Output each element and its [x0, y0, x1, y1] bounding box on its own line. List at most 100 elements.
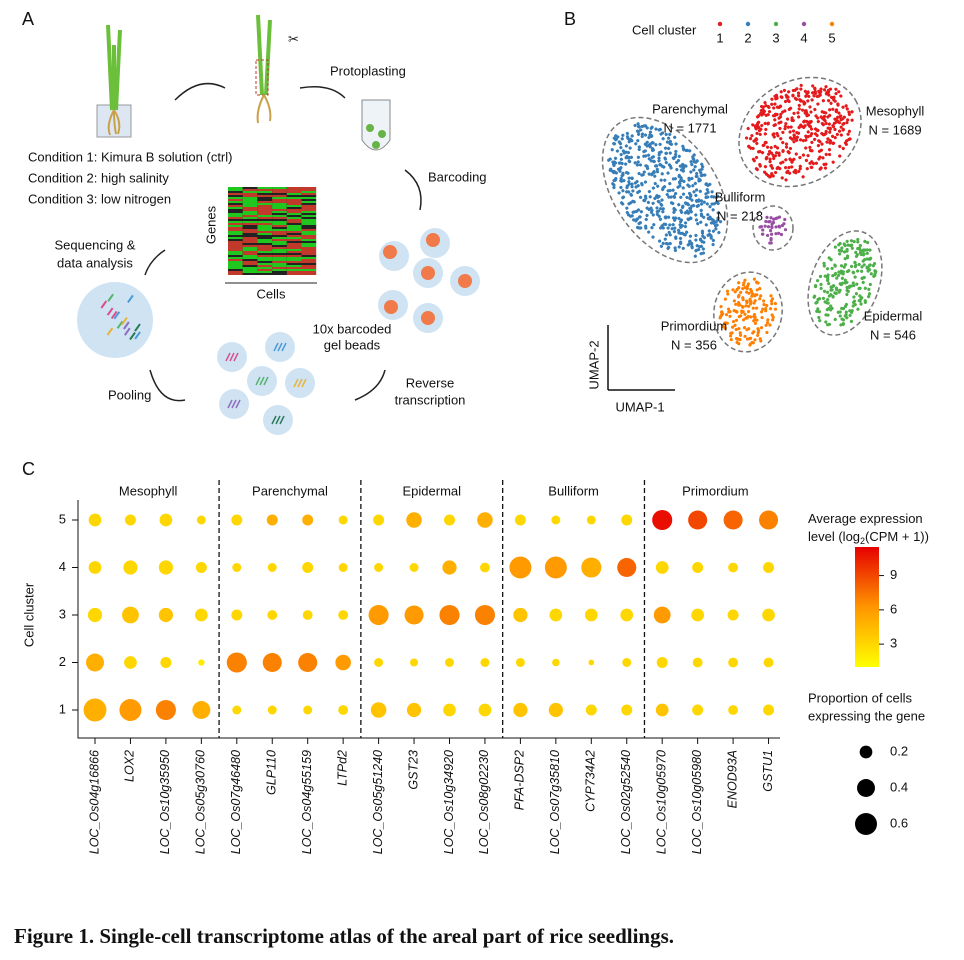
- cell-point: [779, 90, 783, 94]
- cluster-points: [744, 83, 854, 182]
- cell-point: [701, 247, 705, 251]
- dot: [232, 563, 242, 572]
- cell-point: [763, 170, 767, 174]
- cell-point: [751, 306, 755, 310]
- heatmap-cell: [301, 201, 317, 203]
- cell-point: [770, 172, 774, 176]
- cell-point: [868, 282, 872, 287]
- heatmap-cell: [301, 259, 317, 261]
- heatmap-cell: [228, 235, 243, 237]
- heatmap-cell: [228, 255, 243, 257]
- cell-point: [806, 130, 810, 134]
- step-label: Pooling: [108, 387, 151, 402]
- cell-point: [748, 137, 753, 141]
- heatmap-cell: [286, 237, 302, 239]
- cell-point: [827, 152, 832, 157]
- cell-point: [637, 124, 641, 129]
- cell-point: [704, 192, 708, 196]
- dot: [406, 512, 422, 528]
- cell-point: [753, 299, 757, 303]
- cell-point: [868, 263, 872, 267]
- cluster-name: Primordium: [661, 318, 727, 333]
- cell-point: [769, 294, 773, 298]
- cell-point: [631, 189, 635, 193]
- cell-point: [766, 122, 770, 126]
- cell-point: [856, 237, 860, 242]
- cell-point: [688, 206, 693, 211]
- dot: [155, 699, 176, 721]
- cell-point: [816, 143, 821, 148]
- dot: [404, 605, 424, 625]
- cell-point: [824, 111, 828, 115]
- heatmap-cell: [242, 245, 258, 247]
- cell-point: [814, 301, 818, 305]
- dot: [581, 557, 602, 578]
- heatmap-cell: [272, 209, 287, 211]
- heatmap-cell: [301, 193, 317, 195]
- cell-point: [847, 129, 852, 133]
- cell-point: [761, 143, 765, 148]
- heatmap-cell: [228, 265, 243, 267]
- cell-point: [675, 167, 679, 172]
- cell-point: [768, 157, 772, 161]
- transcript: [100, 300, 108, 309]
- cell-point: [739, 314, 743, 318]
- cell-point: [657, 239, 662, 243]
- axis-label: UMAP-1: [615, 399, 664, 414]
- dot: [88, 513, 102, 527]
- cell-point: [716, 211, 720, 215]
- heatmap-cell: [272, 239, 287, 241]
- heatmap-cell: [257, 215, 273, 217]
- x-tick-label: LOX2: [123, 750, 137, 782]
- cell-point: [653, 181, 657, 186]
- cell-point: [694, 249, 698, 253]
- cell-point: [788, 136, 793, 140]
- cell-point: [746, 309, 751, 314]
- cell-point: [661, 210, 665, 214]
- cluster-outline: [807, 230, 883, 336]
- heatmap-cell: [228, 245, 243, 247]
- cell-point: [850, 110, 854, 114]
- cell-point: [818, 93, 822, 97]
- cell-point: [640, 132, 645, 136]
- cell-point: [759, 326, 764, 330]
- cell-point: [700, 162, 704, 166]
- cell-point: [769, 232, 774, 236]
- heatmap-cell: [272, 225, 287, 227]
- cell-point: [821, 296, 826, 300]
- cell-point: [652, 159, 656, 163]
- cell-point: [845, 239, 849, 243]
- cell-point: [716, 201, 720, 206]
- heatmap-cell: [286, 245, 302, 247]
- cell-point: [871, 264, 875, 268]
- transcript: [123, 321, 130, 330]
- cell-point: [814, 161, 818, 165]
- heatmap-cell: [301, 239, 317, 241]
- dot: [480, 562, 490, 573]
- cell-point: [695, 171, 699, 176]
- cell-point: [788, 171, 792, 175]
- cell-point: [699, 244, 704, 248]
- cell-point: [752, 159, 756, 163]
- cell-point: [787, 107, 791, 112]
- heatmap-cell: [257, 251, 273, 253]
- legend-marker: [829, 21, 835, 27]
- cell-point: [827, 294, 831, 298]
- cell-point: [820, 131, 824, 136]
- dot: [692, 657, 703, 668]
- cell-point: [770, 313, 774, 317]
- cell-point: [790, 118, 794, 122]
- x-tick-label: LOC_Os02g52540: [619, 750, 633, 854]
- cell-point: [630, 139, 634, 143]
- x-tick-label: ENOD93A: [725, 750, 739, 808]
- cell-point: [753, 315, 757, 319]
- cell-point: [655, 210, 659, 214]
- cell-point: [766, 233, 770, 238]
- cell-point: [759, 224, 764, 229]
- dot: [513, 702, 528, 718]
- cell-point: [673, 246, 677, 250]
- dot: [302, 610, 313, 620]
- cell-point: [704, 223, 708, 227]
- cell-point: [677, 154, 681, 158]
- heatmap-cell: [257, 235, 273, 237]
